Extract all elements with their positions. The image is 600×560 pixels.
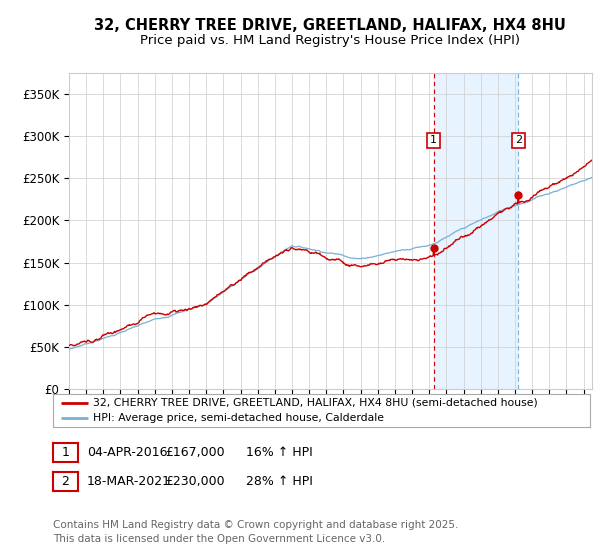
Text: £167,000: £167,000 (165, 446, 224, 459)
Text: £230,000: £230,000 (165, 475, 224, 488)
Text: 16% ↑ HPI: 16% ↑ HPI (246, 446, 313, 459)
Text: HPI: Average price, semi-detached house, Calderdale: HPI: Average price, semi-detached house,… (93, 413, 384, 423)
Text: 1: 1 (430, 136, 437, 145)
Text: 1: 1 (61, 446, 70, 459)
Text: 32, CHERRY TREE DRIVE, GREETLAND, HALIFAX, HX4 8HU (semi-detached house): 32, CHERRY TREE DRIVE, GREETLAND, HALIFA… (93, 398, 538, 408)
Text: 28% ↑ HPI: 28% ↑ HPI (246, 475, 313, 488)
Text: 32, CHERRY TREE DRIVE, GREETLAND, HALIFAX, HX4 8HU: 32, CHERRY TREE DRIVE, GREETLAND, HALIFA… (94, 18, 566, 32)
Text: Contains HM Land Registry data © Crown copyright and database right 2025.
This d: Contains HM Land Registry data © Crown c… (53, 520, 458, 544)
Text: 2: 2 (61, 475, 70, 488)
Text: 2: 2 (515, 136, 522, 145)
Text: 04-APR-2016: 04-APR-2016 (87, 446, 167, 459)
Text: 18-MAR-2021: 18-MAR-2021 (87, 475, 171, 488)
Text: Price paid vs. HM Land Registry's House Price Index (HPI): Price paid vs. HM Land Registry's House … (140, 34, 520, 47)
Bar (434, 73, 518, 389)
